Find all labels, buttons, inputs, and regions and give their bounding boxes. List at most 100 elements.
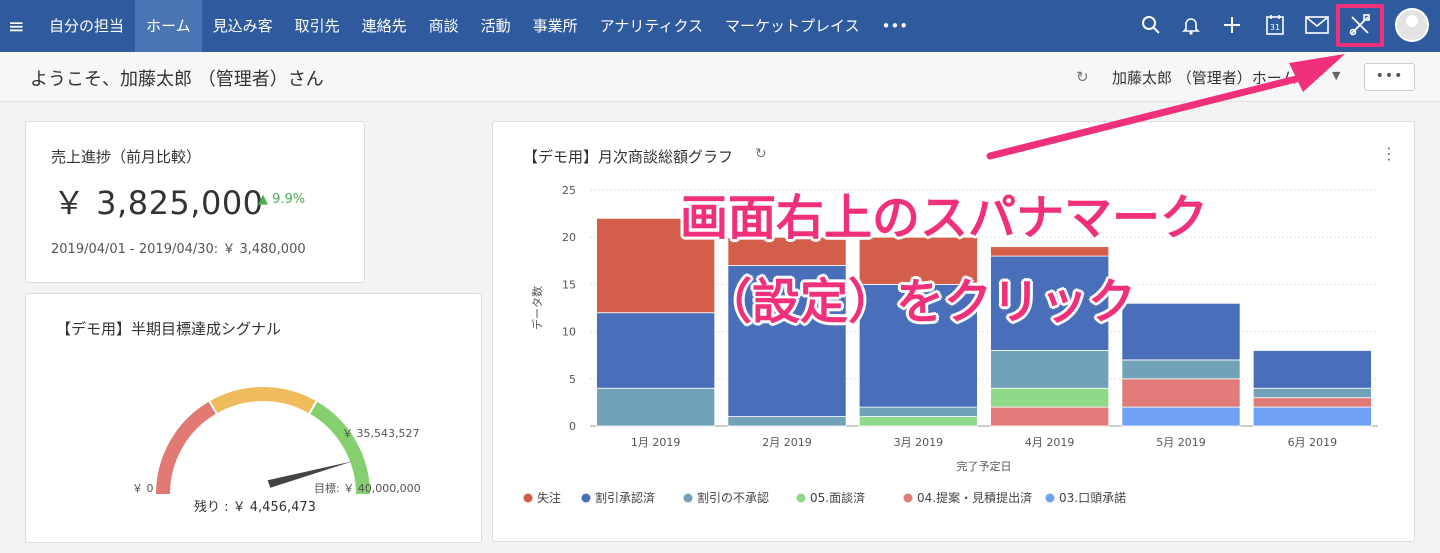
bell-icon[interactable] (1176, 10, 1206, 40)
nav-item[interactable]: 商談 (428, 17, 459, 35)
sales-value: ￥ 3,825,000 (53, 184, 264, 222)
bar-segment[interactable] (596, 387, 716, 427)
chevron-down-icon[interactable]: ▼ (1332, 69, 1341, 82)
legend-swatch (581, 493, 591, 503)
bar-segment[interactable] (1121, 302, 1241, 361)
nav-item[interactable]: 見込み客 (212, 17, 273, 35)
x-tick-label: 1月 2019 (631, 436, 681, 449)
annotation-text-line1: 画面右上のスパナマーク (680, 190, 1209, 246)
bar-segment[interactable] (1121, 378, 1241, 408)
legend-swatch (1045, 493, 1055, 503)
bar-segment[interactable] (990, 350, 1110, 389)
calendar-day: 31 (1270, 23, 1280, 32)
bar-segment[interactable] (596, 312, 716, 389)
change-badge: ▲ 9.9% (258, 192, 306, 207)
target-signal-card: 【デモ用】半期目標達成シグナル ￥ 0 ￥ 35,543,527 目標: ￥ 4… (25, 293, 482, 543)
top-navigation-bar: ≡ 自分の担当 ホーム 見込み客 取引先 連絡先 商談 活動 事業所 アナリティクス マーケットプ… (0, 0, 1440, 52)
legend-item[interactable]: 04.提案・見積提出済 (917, 490, 1032, 505)
bar-segment[interactable] (727, 265, 847, 417)
plus-icon[interactable] (1217, 10, 1247, 40)
bar-segment[interactable] (1121, 359, 1241, 380)
bar-segment[interactable] (1121, 406, 1241, 427)
nav-item[interactable]: ••• (881, 17, 909, 35)
y-tick-label: 15 (562, 278, 576, 291)
more-actions-button[interactable]: ••• (1364, 63, 1415, 91)
sales-progress-card: 売上進捗（前月比較） ￥ 3,825,000 ▲ 9.9% 2019/04/01… (25, 121, 365, 283)
monthly-deals-chart-card: 【デモ用】月次商談総額グラフ ↻ ⋮ 0 5 10 15 20 25 データ数 1月 2019… (492, 121, 1415, 542)
legend-item[interactable]: 失注 (537, 490, 561, 505)
bar-segment[interactable] (1252, 406, 1372, 427)
kebab-menu-icon[interactable]: ⋮ (1381, 144, 1397, 163)
mail-icon[interactable] (1302, 10, 1332, 40)
card-title: 売上進捗（前月比較） (51, 148, 202, 166)
welcome-bar: ようこそ、加藤太郎 （管理者）さん ↻ 加藤太郎 （管理者）ホーム ▼ ••• (0, 52, 1440, 102)
bar-segment[interactable] (990, 406, 1110, 427)
calendar-icon[interactable]: 31 (1260, 10, 1290, 40)
bar-segment[interactable] (858, 416, 978, 427)
gauge-band (310, 401, 370, 495)
nav-item[interactable]: 自分の担当 (49, 17, 125, 35)
nav-item[interactable]: 事業所 (532, 17, 578, 35)
bar-segment[interactable] (596, 217, 716, 314)
x-tick-label: 3月 2019 (894, 436, 944, 449)
y-tick-label: 20 (562, 231, 576, 244)
bar-segment[interactable] (727, 416, 847, 427)
bar-segment[interactable] (1252, 397, 1372, 408)
bar-segment[interactable] (1252, 350, 1372, 389)
bar-segment[interactable] (990, 255, 1110, 351)
nav-item[interactable]: ホーム (135, 0, 202, 52)
bar-segment[interactable] (727, 236, 847, 266)
legend-swatch (523, 493, 533, 503)
bar-segment[interactable] (1252, 387, 1372, 399)
legend-item[interactable]: 割引の不承認 (697, 490, 769, 505)
legend-swatch (903, 493, 913, 503)
nav-item[interactable]: マーケットプレイス (725, 17, 860, 35)
search-icon[interactable] (1136, 10, 1166, 40)
x-tick-label: 4月 2019 (1025, 436, 1075, 449)
comparison-text: 2019/04/01 - 2019/04/30: ￥ 3,480,000 (51, 242, 306, 257)
x-tick-label: 6月 2019 (1288, 436, 1338, 449)
card-title: 【デモ用】月次商談総額グラフ (523, 148, 734, 166)
avatar[interactable] (1395, 8, 1429, 42)
gauge-min-label: ￥ 0 (132, 482, 154, 495)
gauge-band (156, 401, 216, 495)
card-title: 【デモ用】半期目標達成シグナル (56, 320, 282, 338)
nav-item[interactable]: 活動 (480, 17, 511, 35)
legend-item[interactable]: 05.面談済 (810, 490, 865, 505)
y-tick-label: 0 (569, 420, 576, 433)
refresh-icon[interactable]: ↻ (755, 146, 767, 162)
bar-segment[interactable] (990, 387, 1110, 408)
x-axis-label: 完了予定日 (957, 459, 1012, 473)
stacked-bar-chart: 0 5 10 15 20 25 データ数 1月 2019 2月 2019 3月 2019 4月 20… (523, 184, 1378, 505)
bar-segment[interactable] (858, 406, 978, 417)
wrench-screwdriver-icon[interactable] (1345, 10, 1375, 40)
welcome-text: ようこそ、加藤太郎 （管理者）さん (30, 69, 324, 90)
nav-item[interactable]: 連絡先 (361, 17, 407, 35)
gauge-chart: ￥ 0 ￥ 35,543,527 目標: ￥ 40,000,000 残り : ￥… (132, 387, 421, 515)
bar-segment[interactable] (990, 246, 1110, 257)
y-axis-label: データ数 (530, 286, 544, 330)
legend-swatch (683, 493, 693, 503)
legend-item[interactable]: 割引承認済 (595, 490, 655, 505)
legend-item[interactable]: 03.口頭承諾 (1059, 490, 1126, 505)
y-tick-label: 25 (562, 184, 576, 197)
nav-item[interactable]: アナリティクス (599, 17, 704, 35)
gauge-band (210, 387, 316, 414)
y-tick-label: 5 (569, 373, 576, 386)
bar-segment[interactable] (858, 236, 978, 285)
gauge-target-label: 目標: ￥ 40,000,000 (314, 481, 421, 495)
home-page-selector[interactable]: 加藤太郎 （管理者）ホーム (1112, 69, 1297, 87)
legend-swatch (796, 493, 806, 503)
global-nav: 自分の担当 ホーム 見込み客 取引先 連絡先 商談 活動 事業所 アナリティクス マーケットプレイ… (38, 0, 919, 52)
gauge-needle (267, 461, 354, 488)
gauge-remaining-label: 残り : ￥ 4,456,473 (194, 500, 316, 515)
hamburger-icon[interactable]: ≡ (8, 14, 25, 38)
refresh-icon[interactable]: ↻ (1076, 68, 1089, 86)
y-tick-label: 10 (562, 326, 576, 339)
annotation-text-line2: （設定）をクリック (704, 274, 1137, 330)
nav-item[interactable]: 取引先 (294, 17, 340, 35)
x-tick-label: 2月 2019 (762, 436, 812, 449)
settings-highlight-box (1336, 4, 1384, 47)
x-tick-label: 5月 2019 (1156, 436, 1206, 449)
gauge-current-label: ￥ 35,543,527 (342, 427, 419, 440)
